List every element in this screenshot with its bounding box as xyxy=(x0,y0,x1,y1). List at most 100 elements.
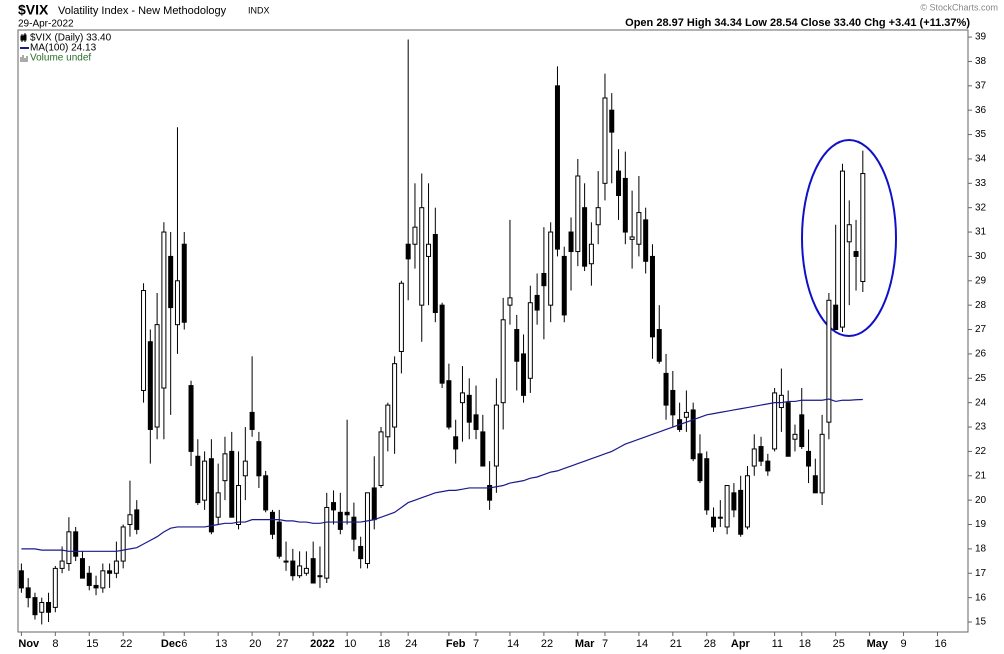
candle-body xyxy=(174,280,180,326)
candle-body xyxy=(283,560,289,563)
candle-body xyxy=(32,597,38,616)
candle-body xyxy=(785,402,791,457)
y-tick-label: 27 xyxy=(975,324,987,335)
y-tick-label: 30 xyxy=(975,251,987,262)
x-tick-label: 14 xyxy=(636,638,648,650)
x-tick-label: 8 xyxy=(52,638,58,650)
y-tick-label: 24 xyxy=(975,397,987,408)
y-tick-label: 20 xyxy=(975,495,987,506)
x-tick-label: 24 xyxy=(405,638,417,650)
candle-body xyxy=(276,521,282,557)
candle-body xyxy=(18,570,24,589)
candle-body xyxy=(670,389,676,416)
candle-body xyxy=(364,492,370,565)
candle-body xyxy=(263,475,269,511)
candle-body xyxy=(290,560,296,577)
candle-body xyxy=(568,231,574,253)
candle-body xyxy=(46,602,52,613)
candle-body xyxy=(236,485,242,526)
candle-body xyxy=(643,219,649,262)
candle-body xyxy=(439,304,445,384)
candle-body xyxy=(500,319,506,404)
candle-body xyxy=(839,170,845,328)
candle-body xyxy=(229,450,235,518)
y-tick-label: 32 xyxy=(975,202,987,213)
candle-body xyxy=(548,231,554,306)
candle-body xyxy=(392,363,398,428)
y-tick-label: 19 xyxy=(975,519,987,530)
candle-body xyxy=(792,433,798,440)
y-tick-label: 39 xyxy=(975,32,987,43)
x-tick-label: 27 xyxy=(276,638,288,650)
candle-body xyxy=(453,436,459,450)
candle-body xyxy=(588,243,594,265)
candle-body xyxy=(616,170,622,196)
candle-body xyxy=(609,109,615,133)
candle-body xyxy=(256,441,262,477)
candle-body xyxy=(39,602,45,613)
candle-body xyxy=(758,446,764,462)
x-tick-label: Nov xyxy=(18,638,40,650)
x-tick-label: 18 xyxy=(378,638,390,650)
y-tick-label: 37 xyxy=(975,80,987,91)
candle-body xyxy=(215,492,221,518)
candle-body xyxy=(765,460,771,472)
candle-body xyxy=(398,282,404,352)
x-tick-label: May xyxy=(867,638,889,650)
x-tick-label: 21 xyxy=(670,638,682,650)
date: 29-Apr-2022 xyxy=(18,19,74,30)
chart-title: Volatility Index - New Methodology xyxy=(58,5,227,17)
candle-body xyxy=(181,243,187,323)
plot-frame xyxy=(17,29,969,633)
x-tick-label: 20 xyxy=(249,638,261,650)
candle-body xyxy=(731,492,737,511)
legend-label: $VIX (Daily) 33.40 xyxy=(30,33,112,44)
candle-body xyxy=(161,231,167,389)
candle-body xyxy=(426,243,432,257)
x-tick-label: 28 xyxy=(704,638,716,650)
candle-body xyxy=(412,226,418,245)
x-tick-label: 11 xyxy=(772,638,783,650)
candle-body xyxy=(188,385,194,452)
candle-body xyxy=(493,404,499,467)
candle-body xyxy=(107,570,113,574)
candle-body xyxy=(385,404,391,438)
y-tick-label: 34 xyxy=(975,154,987,165)
candle-body xyxy=(595,207,601,226)
candle-body xyxy=(690,409,696,460)
exchange: INDX xyxy=(248,5,270,15)
candle-body xyxy=(324,506,330,579)
x-tick-label: 25 xyxy=(833,638,845,650)
candle-body xyxy=(344,511,350,516)
candle-body xyxy=(358,545,364,560)
candle-body xyxy=(751,448,757,467)
x-tick-label: 22 xyxy=(120,638,132,650)
legend-label: MA(100) 24.13 xyxy=(30,43,97,54)
x-tick-label: Feb xyxy=(446,638,466,650)
candle-body xyxy=(86,572,92,586)
y-tick-label: 28 xyxy=(975,300,987,311)
candle-body xyxy=(602,97,608,184)
candle-body xyxy=(208,458,214,533)
x-tick-label: 7 xyxy=(473,638,479,650)
candle-body xyxy=(473,414,479,430)
candle-body xyxy=(100,570,106,589)
x-tick-label: 14 xyxy=(507,638,519,650)
candle-body xyxy=(66,531,72,565)
x-tick-label: Dec xyxy=(161,638,181,650)
candle-body xyxy=(351,516,357,540)
candle-body xyxy=(378,431,384,487)
candle-body xyxy=(242,460,248,477)
y-tick-label: 31 xyxy=(975,227,987,238)
candle-body xyxy=(310,558,316,584)
candle-body xyxy=(52,567,58,608)
candle-body xyxy=(317,575,323,578)
y-tick-label: 23 xyxy=(975,422,987,433)
y-tick-label: 18 xyxy=(975,544,987,555)
candle-body xyxy=(154,324,160,428)
candle-body xyxy=(724,485,730,528)
candle-body xyxy=(853,251,859,257)
candle-body xyxy=(527,302,533,379)
y-tick-label: 17 xyxy=(975,568,987,579)
